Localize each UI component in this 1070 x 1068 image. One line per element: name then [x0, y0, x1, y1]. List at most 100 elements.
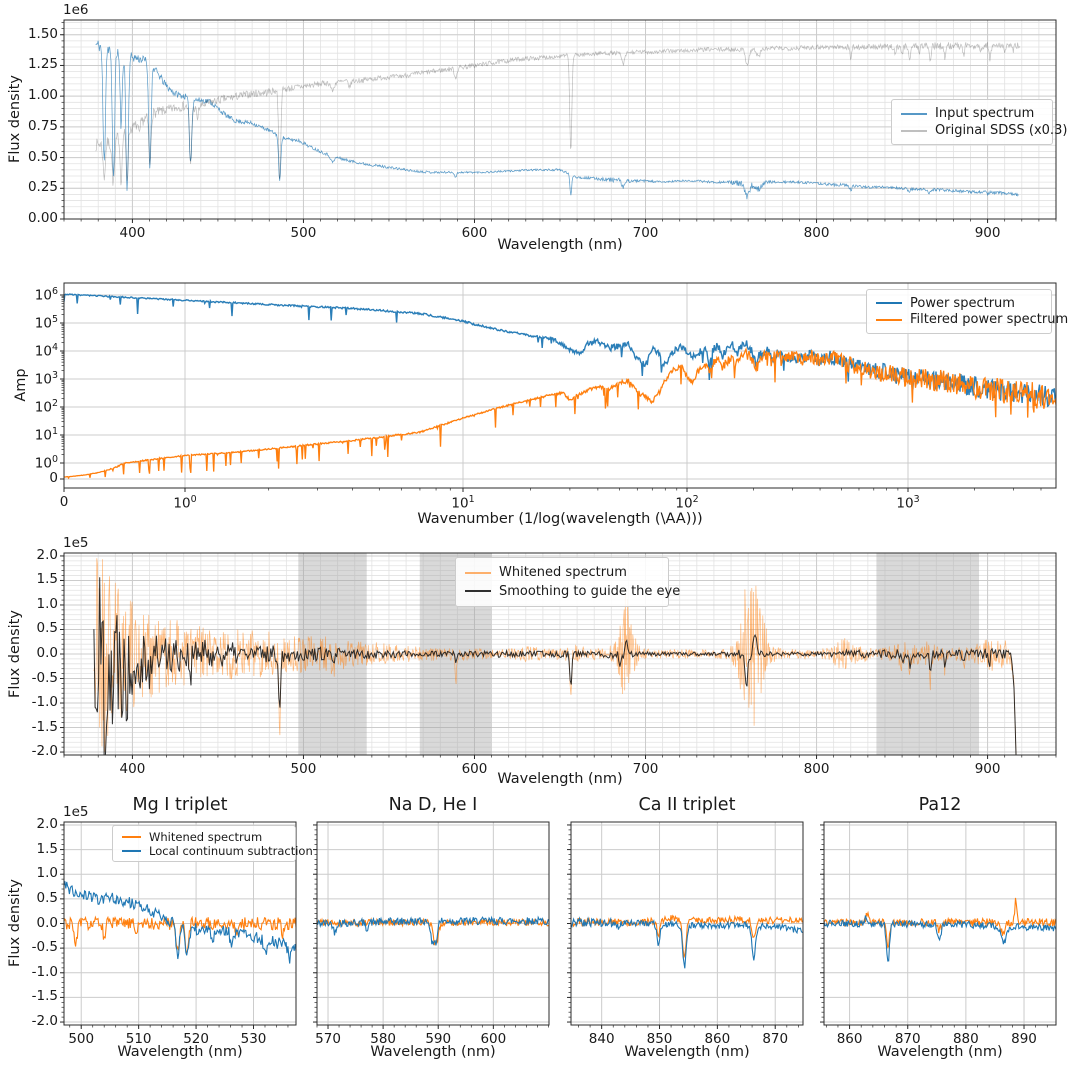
offset-text-1e6: 1e6: [63, 2, 89, 18]
y-tick-label: -0.5: [31, 939, 58, 956]
y-tick-label: 0.75: [27, 117, 58, 134]
x-tick-label: 700: [632, 761, 659, 777]
axes-frame: [820, 821, 1057, 1029]
y-tick-label: 1.50: [27, 25, 58, 42]
plot-mg-triplet: 500 510 520 530 -2.0 -1.5 -1.0 -0.5 0.0 0.5 1.0 1.5…: [32, 816, 297, 1047]
y-tick-label: 0.0: [36, 645, 58, 661]
y-tick-label: -1.5: [31, 718, 58, 735]
x-tick-label: 850: [646, 1031, 673, 1047]
x-tick-label: 800: [803, 761, 830, 777]
y-tick-label: 103: [34, 370, 58, 388]
title-na-d-he: Na D, He I: [388, 795, 478, 815]
y-tick-label: 1.00: [27, 87, 58, 104]
line-swatch-gray: [901, 129, 927, 132]
y-tick-label: 106: [34, 286, 58, 304]
legend-line-windows: Whitened spectrum Local continuum subtra…: [112, 825, 313, 862]
y-tick-label: -2.0: [31, 1013, 58, 1030]
y-tick-label: 1.0: [36, 595, 58, 612]
legend-whitened: Whitened spectrum Smoothing to guide the…: [455, 557, 680, 607]
legend-item: Whitened spectrum: [122, 830, 286, 844]
y-tick-label: 0.5: [36, 889, 58, 906]
x-tick-label: 840: [588, 1031, 615, 1047]
x-tick-label: 700: [632, 225, 659, 241]
y-tick-label: 101: [34, 426, 58, 444]
plot-canvas: [567, 821, 804, 1029]
plot-canvas: [313, 821, 550, 1029]
y-tick-label: 100: [34, 454, 58, 472]
xlabel-wavelength-pa12: Wavelength (nm): [877, 1044, 1003, 1060]
legend-item: Input spectrum: [901, 106, 1043, 121]
legend-item: Local continuum subtraction: [122, 844, 313, 858]
y-tick-label: 104: [34, 342, 58, 360]
legend-item: Whitened spectrum: [465, 565, 659, 580]
y-tick-label: 0.25: [27, 179, 58, 196]
axes-frame: [60, 19, 1057, 223]
x-tick-label: 900: [974, 761, 1001, 777]
xlabel-wavelength-mg: Wavelength (nm): [117, 1044, 243, 1060]
y-tick-label: 102: [34, 398, 58, 416]
line-swatch-black: [465, 590, 491, 593]
y-tick-label: 1.25: [27, 56, 58, 73]
series-group: [64, 293, 1056, 480]
title-pa12: Pa12: [918, 795, 962, 815]
x-tick-label: 530: [240, 1031, 267, 1047]
grid: [63, 20, 1057, 220]
line-swatch-blue: [122, 850, 141, 852]
y-tick-label: 1.0: [36, 865, 58, 882]
y-tick-label: 2.0: [36, 546, 58, 563]
x-tick-label: 880: [952, 1031, 979, 1047]
ylabel-flux-density-1: Flux density: [7, 75, 23, 163]
plot-ca-triplet: 840 850 860 870: [567, 821, 804, 1047]
x-tick-label: 570: [315, 1031, 341, 1047]
x-tick-label: 500: [290, 761, 317, 777]
legend-item: Filtered power spectrum: [876, 312, 1068, 327]
x-tick-label: 860: [704, 1031, 731, 1047]
ylabel-flux-density-2: Flux density: [7, 610, 23, 698]
xlabel-wavelength-2: Wavelength (nm): [497, 771, 623, 787]
y-tick-label: 0.0: [36, 914, 58, 931]
x-tick-label: 500: [68, 1031, 95, 1047]
legend-input-vs-sdss: Input spectrum Original SDSS (x0.3): [891, 99, 1067, 145]
offset-text-1e5-row: 1e5: [63, 804, 89, 820]
x-tick-label: 400: [119, 225, 146, 241]
legend-label: Whitened spectrum: [149, 830, 263, 844]
ylabel-flux-density-3: Flux density: [7, 879, 23, 967]
x-tick-label: 510: [125, 1031, 152, 1047]
legend-label: Input spectrum: [935, 106, 1035, 121]
series-original-sdss: [95, 41, 1021, 186]
y-tick-label: -0.5: [31, 669, 58, 686]
legend-item: Power spectrum: [876, 296, 1042, 311]
line-swatch-blue: [876, 302, 902, 305]
series-continuum-mg: [64, 881, 296, 964]
xlabel-wavelength-nad: Wavelength (nm): [370, 1044, 496, 1060]
axes-frame: [60, 282, 1057, 492]
legend-power-spectrum: Power spectrum Filtered power spectrum: [866, 289, 1068, 334]
y-tick-label: 0.50: [27, 148, 58, 165]
y-tick-label: 1.5: [36, 840, 58, 857]
xlabel-wavelength-1: Wavelength (nm): [497, 237, 623, 253]
xlabel-wavenumber: Wavenumber (1/log(wavelength (\AA))): [417, 511, 703, 527]
y-tick-label: -1.5: [31, 988, 58, 1005]
series-group: [95, 40, 1021, 200]
x-tick-label: 500: [290, 225, 317, 241]
legend-label: Power spectrum: [910, 295, 1015, 311]
offset-text-1e5: 1e5: [63, 535, 89, 551]
y-tick-label: 105: [34, 314, 58, 332]
plot-canvas: [820, 821, 1057, 1029]
x-tick-label: 100: [173, 494, 197, 512]
series-group: [93, 558, 1017, 755]
x-tick-label: 580: [370, 1031, 397, 1047]
plot-input-vs-sdss: 400 500 600 700 800 900 0.00 0.25 0.50 0.75 1.00 1.…: [28, 19, 1057, 241]
y-tick-label: 0.00: [27, 210, 58, 226]
legend-label: Local continuum subtraction: [149, 844, 313, 858]
legend-label: Whitened spectrum: [499, 565, 627, 581]
title-mg-triplet: Mg I triplet: [132, 795, 228, 815]
x-tick-label: 101: [451, 494, 475, 512]
y-tick-label: -2.0: [31, 743, 58, 760]
legend-item: Original SDSS (x0.3): [901, 123, 1067, 138]
plot-canvas: [60, 552, 1057, 759]
legend-label: Filtered power spectrum: [910, 312, 1069, 328]
x-tick-label: 800: [803, 225, 830, 241]
series-group: [571, 914, 803, 969]
